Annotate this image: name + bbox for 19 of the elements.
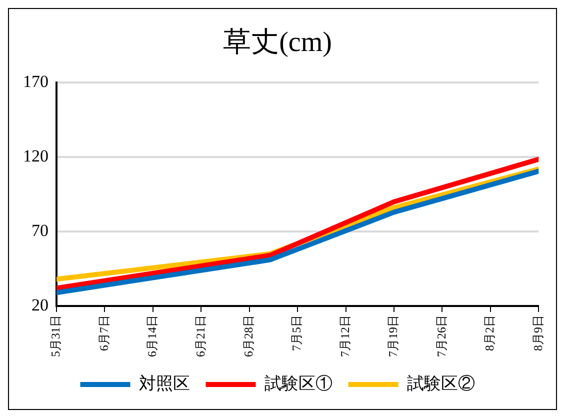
legend-label: 対照区	[138, 374, 190, 393]
x-tick-label: 8月9日	[530, 315, 545, 351]
legend-label: 試験区①	[264, 374, 332, 393]
x-tick-label: 6月7日	[96, 315, 111, 351]
y-tick-label: 20	[32, 295, 48, 314]
chart-title: 草丈(cm)	[223, 27, 332, 58]
x-tick-label: 7月19日	[386, 315, 400, 357]
legend-label: 試験区②	[406, 374, 475, 393]
x-tick-label: 6月21日	[193, 315, 208, 357]
x-tick-label: 6月28日	[241, 315, 256, 357]
x-tick-label: 8月2日	[482, 315, 497, 351]
x-tick-label: 7月12日	[338, 315, 352, 357]
y-tick-label: 170	[23, 72, 48, 92]
x-tick-label: 5月31日	[48, 315, 63, 357]
y-tick-label: 120	[23, 146, 48, 166]
x-tick-label: 7月26日	[434, 315, 448, 357]
y-tick-label: 70	[32, 221, 48, 240]
x-tick-label: 7月5日	[290, 315, 304, 351]
x-tick-label: 6月14日	[145, 315, 160, 357]
